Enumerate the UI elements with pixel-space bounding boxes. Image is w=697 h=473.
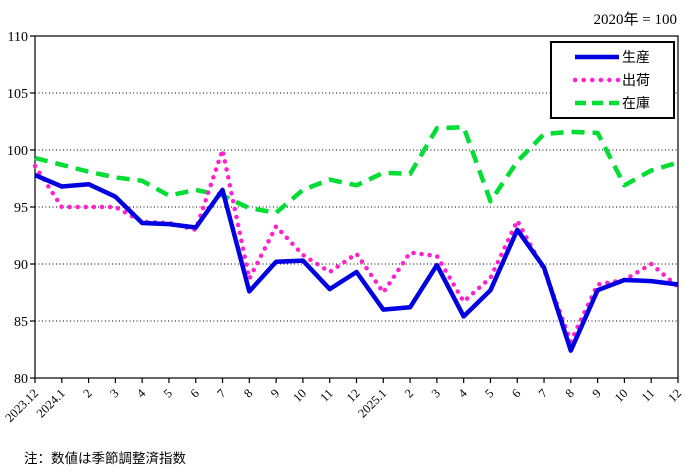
x-axis-label: 9 [589, 386, 603, 400]
y-axis-label: 100 [7, 144, 28, 159]
legend-label-shipments: 出荷 [622, 71, 650, 88]
x-axis-label: 8 [563, 386, 577, 400]
legend-marker-production [575, 55, 619, 60]
x-axis-label: 12 [665, 386, 684, 405]
x-axis-label: 4 [455, 386, 470, 401]
y-axis-label: 95 [14, 201, 28, 216]
x-axis-label: 6 [509, 386, 523, 400]
x-axis-label: 12 [344, 386, 363, 405]
legend-marker-shipments [573, 77, 621, 83]
x-axis-label: 11 [639, 386, 657, 404]
x-axis-label: 7 [214, 386, 228, 400]
x-axis-label: 10 [290, 386, 309, 405]
series-line-production [34, 173, 679, 353]
x-axis-label: 7 [536, 386, 550, 400]
x-axis-label: 11 [317, 386, 335, 404]
y-axis-label: 90 [14, 258, 28, 273]
legend-item-production: 生産 [552, 46, 673, 68]
footnote: 注：数値は季節調整済指数 [24, 451, 186, 466]
y-axis-label: 85 [14, 315, 28, 330]
x-axis-label: 4 [134, 386, 149, 401]
x-axis-label: 8 [241, 386, 255, 400]
chart-title: 2020年 = 100 [593, 12, 677, 28]
legend-item-inventory: 在庫 [552, 92, 673, 114]
y-axis-label: 110 [8, 30, 28, 45]
legend-item-shipments: 出荷 [552, 69, 673, 91]
legend-marker-inventory [575, 100, 619, 105]
x-axis-label: 2 [402, 386, 416, 400]
x-axis-label: 6 [188, 386, 202, 400]
x-axis-label: 3 [429, 386, 443, 400]
y-axis-label: 80 [14, 372, 28, 387]
legend: 生産 出荷 在庫 [550, 41, 675, 119]
y-axis-label: 105 [7, 87, 28, 102]
x-axis-label: 3 [107, 386, 121, 400]
series-line-inventory [34, 124, 679, 215]
x-axis-label: 5 [482, 386, 496, 400]
x-axis-label: 2024.1 [34, 386, 68, 420]
x-axis-label: 9 [268, 386, 282, 400]
x-axis-label: 2025.1 [355, 386, 389, 420]
series-line-shipments [32, 147, 681, 344]
x-axis-label: 2023.12 [2, 386, 41, 425]
x-axis-label: 10 [612, 386, 631, 405]
x-axis-label: 5 [161, 386, 175, 400]
legend-label-inventory: 在庫 [622, 94, 650, 111]
legend-label-production: 生産 [622, 49, 650, 66]
x-axis-label: 2 [80, 386, 94, 400]
